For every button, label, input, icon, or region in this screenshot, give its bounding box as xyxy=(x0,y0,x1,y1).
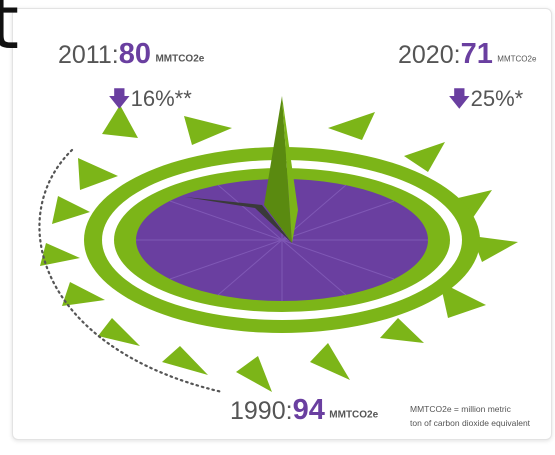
down-arrow-icon: 🡇 xyxy=(108,86,131,111)
stat-2020-change: 🡇25%* xyxy=(448,82,523,120)
gnomon-shadow xyxy=(185,197,292,243)
cropped-text-fragment: t xyxy=(0,0,20,66)
stat-2011: 2011:80 MMTCO2e xyxy=(58,38,204,71)
stat-2011-year: 2011: xyxy=(58,41,119,69)
stat-2011-unit: MMTCO2e xyxy=(155,53,205,65)
gnomon-left-face xyxy=(264,96,292,243)
stat-1990-unit: MMTCO2e xyxy=(329,409,379,421)
stat-2020-year: 2020: xyxy=(398,41,461,69)
footnote: MMTCO2e = million metric ton of carbon d… xyxy=(410,402,530,430)
stat-1990: 1990:94 MMTCO2e xyxy=(230,394,378,427)
dial-hour-lines xyxy=(136,179,428,301)
stat-2011-value: 80 xyxy=(118,38,151,70)
stat-1990-year: 1990: xyxy=(230,397,293,425)
down-arrow-icon: 🡇 xyxy=(448,86,471,111)
footnote-line-1: MMTCO2e = million metric xyxy=(410,404,511,414)
sun-rays xyxy=(40,105,518,392)
stat-2011-change-value: 16%** xyxy=(130,86,192,111)
stat-2020: 2020:71 MMTCO2e xyxy=(398,38,536,71)
gnomon-right-face xyxy=(282,96,298,243)
stat-2020-value: 71 xyxy=(460,38,493,70)
stat-2020-change-value: 25%* xyxy=(470,86,524,111)
stat-2011-change: 🡇16%** xyxy=(108,82,192,120)
stat-1990-value: 94 xyxy=(292,394,325,426)
stat-2020-unit: MMTCO2e xyxy=(497,54,537,64)
footnote-line-2: ton of carbon dioxide equivalent xyxy=(410,418,531,428)
dotted-arc xyxy=(38,148,224,394)
